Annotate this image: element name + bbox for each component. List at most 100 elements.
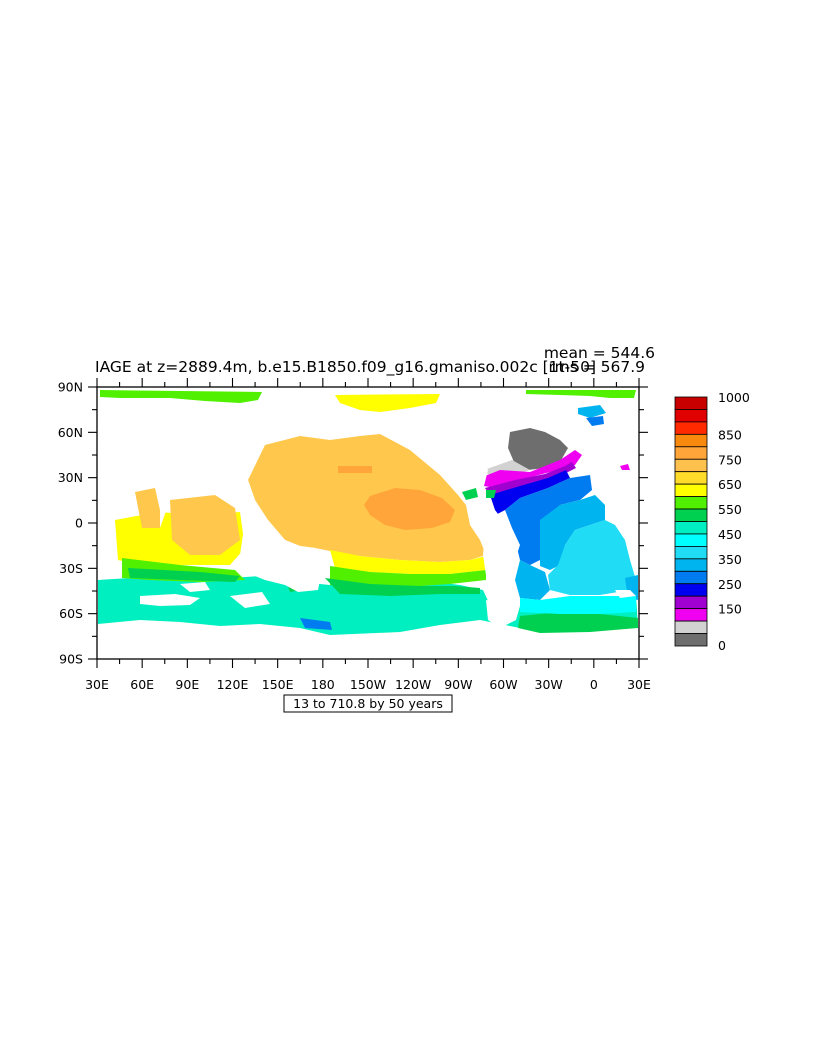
colorbar-box xyxy=(674,620,708,634)
field-region-arctic-blue xyxy=(578,405,606,418)
lon-label: 60W xyxy=(489,677,517,692)
colorbar-box xyxy=(674,546,708,560)
colorbar-box xyxy=(674,583,708,597)
land-mask-kerguelen xyxy=(180,582,210,592)
colorbar-box xyxy=(674,421,708,435)
lon-label: 90W xyxy=(444,677,472,692)
lat-label: 30N xyxy=(58,470,83,485)
field-region-indian-ocean-orange xyxy=(135,488,160,528)
colorbar-label: 650 xyxy=(718,477,742,492)
field-region-pacific-old-patch xyxy=(338,466,372,473)
land-mask-antarctic-ridge-2 xyxy=(230,592,270,608)
field-region-antarctic-dark-blue xyxy=(300,618,332,630)
land-mask-indonesia xyxy=(225,480,265,520)
lat-label: 90S xyxy=(59,652,83,667)
lon-label: 120W xyxy=(395,677,431,692)
mean-label: mean = 544.6 xyxy=(544,344,655,362)
field-region-arctic-blue-2 xyxy=(586,416,604,426)
field-region-atlantic-purple xyxy=(485,462,576,495)
field-region-med-magenta xyxy=(620,464,630,470)
lat-label: 0 xyxy=(75,516,83,531)
contour-info-box xyxy=(283,694,453,713)
field-region-atlantic-mid xyxy=(540,495,605,570)
land-mask-india xyxy=(160,482,175,528)
lon-label: 30E xyxy=(85,677,109,692)
field-region-pacific-south-green-2 xyxy=(325,578,480,596)
rms-label: rms = 567.9 xyxy=(549,358,646,376)
colorbar-label: 850 xyxy=(718,427,742,442)
colorbar-label: 0 xyxy=(718,638,726,653)
field-region-pacific-south-yellow xyxy=(330,550,486,574)
field-region-southern-green xyxy=(518,612,638,633)
lon-label: 150E xyxy=(262,677,294,692)
colorbar-box xyxy=(674,633,708,647)
colorbar-box xyxy=(674,533,708,547)
field-region-atlantic-grey xyxy=(508,428,568,470)
lon-label: 30W xyxy=(535,677,563,692)
land-mask-south-america xyxy=(483,510,520,603)
field-region-atlantic-navy xyxy=(490,470,570,540)
land-mask-drake xyxy=(486,600,520,628)
lon-label: 120E xyxy=(217,677,249,692)
lon-label: 150W xyxy=(350,677,386,692)
field-region-pacific-south-green xyxy=(330,566,486,588)
colorbar-box xyxy=(674,471,708,485)
field-region-arctic-east xyxy=(526,390,636,398)
colorbar-box xyxy=(674,458,708,473)
field-region-indian-ocean-orange-2 xyxy=(170,495,240,555)
colorbar-box xyxy=(674,446,708,460)
land-mask-antarctic-ridge xyxy=(140,594,200,606)
colorbar-labels: 1000 850 750 650 550 450 350 250 150 0 xyxy=(718,390,750,653)
lon-label: 60E xyxy=(130,677,154,692)
axis-ticks xyxy=(88,378,648,668)
field-region-atlantic-cyan-south xyxy=(520,596,636,614)
colorbar-box xyxy=(674,521,708,535)
lat-label: 30S xyxy=(59,561,83,576)
colorbar-label: 550 xyxy=(718,502,742,517)
lat-label: 90N xyxy=(58,380,83,395)
land-mask-africa xyxy=(98,466,150,570)
field-region-arctic-beaufort xyxy=(335,394,440,412)
lon-label: 30E xyxy=(627,677,651,692)
field-region-arctic-west xyxy=(100,390,262,403)
lat-label: 60N xyxy=(58,425,83,440)
field-region-pacific-old-core xyxy=(364,488,455,530)
map-title: IAGE at z=2889.4m, b.e15.B1850.f09_g16.g… xyxy=(95,358,596,377)
colorbar-label: 150 xyxy=(718,602,742,617)
colorbar-box xyxy=(674,558,708,572)
lon-label: 0 xyxy=(590,677,598,692)
colorbar-box xyxy=(674,483,708,497)
colorbar-label: 1000 xyxy=(718,390,750,405)
colorbar-box xyxy=(674,409,708,423)
contour-info: 13 to 710.8 by 50 years xyxy=(293,696,443,711)
colorbar-label: 750 xyxy=(718,452,742,467)
lon-label: 90E xyxy=(175,677,199,692)
colorbar xyxy=(674,396,708,647)
colorbar-box xyxy=(674,608,708,622)
field-region-caribbean-green xyxy=(462,488,478,500)
colorbar-label: 250 xyxy=(718,577,742,592)
field-region-indian-green-2 xyxy=(128,568,240,582)
age-field xyxy=(98,390,638,635)
colorbar-label: 450 xyxy=(718,527,742,542)
land-mask-north-america-gap xyxy=(440,440,488,486)
land-mask-africa-south xyxy=(615,590,636,598)
colorbar-box xyxy=(674,570,708,585)
latitude-labels: 90N 60N 30N 0 30S 60S 90S xyxy=(58,380,83,667)
colorbar-box xyxy=(674,433,708,448)
land-mask-australia xyxy=(240,520,322,592)
lon-label: 180 xyxy=(311,677,335,692)
field-region-pacific-main xyxy=(248,434,486,562)
field-region-atlantic-magenta xyxy=(480,450,582,488)
field-region-atlantic-blue xyxy=(505,475,592,565)
lat-label: 60S xyxy=(59,606,83,621)
field-region-caribbean-green-2 xyxy=(486,490,496,498)
field-region-atlantic-light xyxy=(548,520,636,595)
colorbar-box xyxy=(674,595,708,610)
longitude-labels: 30E 60E 90E 120E 150E 180 150W 120W 90W 60W 30W 0 30… xyxy=(85,677,651,692)
colorbar-box xyxy=(674,396,708,410)
colorbar-label: 350 xyxy=(718,552,742,567)
colorbar-box xyxy=(674,508,708,522)
colorbar-box xyxy=(674,496,708,510)
